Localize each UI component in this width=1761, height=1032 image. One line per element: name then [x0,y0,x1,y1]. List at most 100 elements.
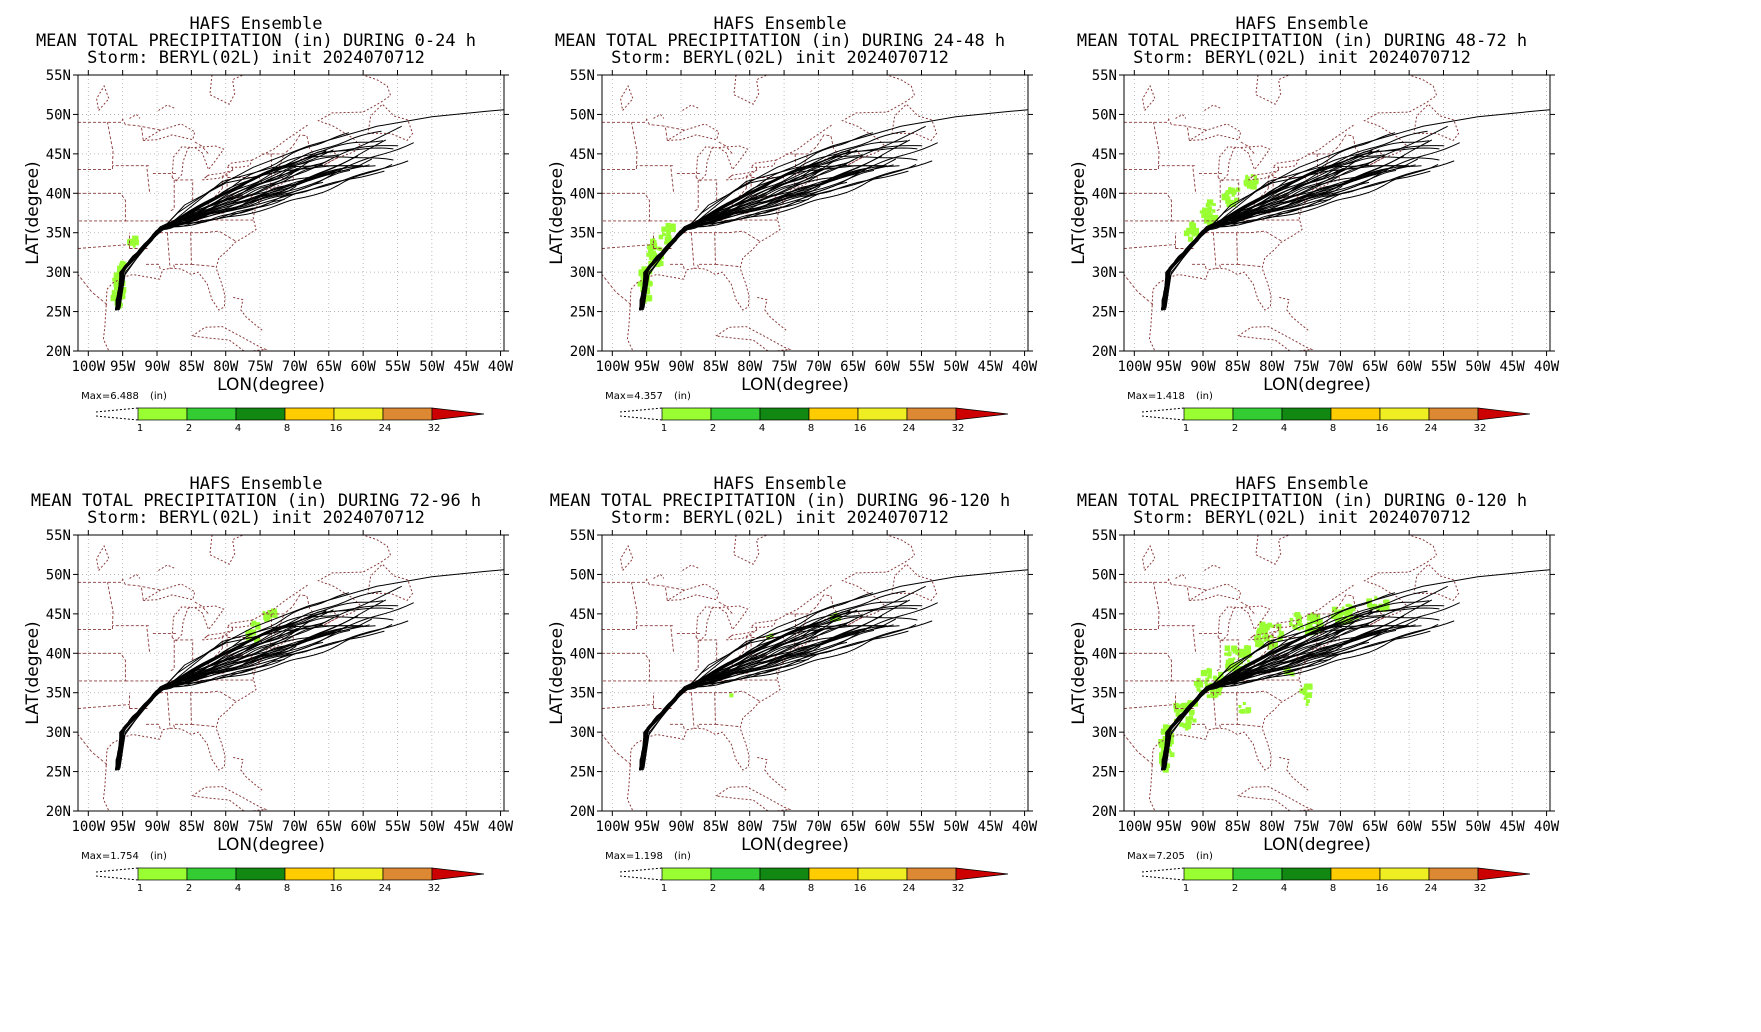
coastline [1240,145,1271,171]
border-line [261,594,316,616]
x-tick-label: 85W [703,359,729,375]
x-tick-label: 80W [737,819,763,835]
colorbar-level-label: 8 [808,423,814,434]
precip-cell [1305,703,1309,706]
coastline [194,145,225,171]
border-line [602,118,685,131]
coastline [105,535,392,771]
precip-cell [113,280,120,287]
ensemble-track [1161,158,1419,310]
x-tick-label: 100W [71,819,105,835]
coastline [757,296,788,332]
precip-cell [1222,195,1228,201]
coastline [1255,75,1290,105]
precip-cell [1158,752,1166,759]
precip-cell [1249,181,1254,187]
precip-cell [1232,657,1236,660]
precip-cell [1206,199,1214,206]
precip-cell [1225,196,1231,202]
x-tick-label: 75W [771,359,797,375]
precip-cell [1161,730,1165,734]
precip-cell [1227,199,1233,205]
precip-cell [658,234,664,240]
panel-title: HAFS Ensemble [1235,474,1368,494]
precip-cell [1234,189,1237,193]
colorbar-level-label: 24 [1425,423,1438,434]
colorbar-segment [857,867,908,881]
ensemble-track [1164,156,1440,310]
colorbar: Max=6.488 (in)1 2 4 8 16 24 32 [81,391,485,434]
precip-cell [1335,617,1341,623]
x-tick-label: 55W [1431,359,1457,375]
precip-cell [1308,622,1312,627]
x-axis-label: LON(degree) [217,835,325,855]
precip-cell [1202,207,1209,214]
colorbar-level-label: 1 [661,423,667,434]
y-tick-label: 20N [570,344,595,360]
precip-cell [729,693,734,698]
precip-cell [1207,221,1213,226]
border-line [78,652,126,682]
precip-cell [1232,647,1236,651]
border-line [718,601,733,615]
map-area [78,535,504,811]
x-tick-label: 75W [771,819,797,835]
precip-cell [122,291,126,295]
coastline [96,84,110,111]
precip-cell [1270,634,1274,639]
colorbar-segment [906,867,957,881]
precip-cell [1207,674,1212,679]
y-tick-label: 30N [1092,725,1117,741]
precip-cell [1344,609,1351,616]
y-tick-label: 40N [570,186,595,202]
border-line [204,174,209,178]
x-tick-label: 95W [110,359,136,375]
precip-cell [1192,718,1197,723]
x-tick-label: 45W [978,359,1004,375]
x-tick-label: 75W [1293,359,1319,375]
colorbar-segment [382,867,433,881]
panel-storm: Storm: BERYL(02L) init 2024070712 [1133,48,1471,68]
border-line [800,153,809,173]
map-area [602,75,1028,351]
precip-cell [1204,680,1208,684]
colorbar-under-triangle [1141,867,1185,881]
y-tick-label: 20N [1092,804,1117,820]
border-line [78,704,130,709]
x-tick-label: 100W [1117,819,1151,835]
precip-cell [1246,659,1250,663]
border-line [140,585,144,601]
ensemble-track [642,569,1028,768]
y-tick-label: 50N [570,107,595,123]
precip-cell [1278,631,1285,637]
x-tick-label: 65W [316,819,342,835]
precip-cell [111,291,118,298]
x-tick-label: 70W [282,819,308,835]
precip-cell [1200,669,1208,677]
precip-cell [1261,636,1265,640]
x-tick-label: 85W [1225,819,1251,835]
panel-subtitle: MEAN TOTAL PRECIPITATION (in) DURING 48-… [1077,31,1527,51]
coastline [1272,619,1299,628]
border-line [191,263,216,268]
colorbar-over-triangle [431,867,485,881]
coastline [757,756,788,792]
colorbar-segment [186,867,237,881]
y-axis-label: LAT(degree) [1069,161,1089,264]
plot-frame [601,534,1029,812]
colorbar: Max=4.357 (in)1 2 4 8 16 24 32 [605,391,1009,434]
ensemble-track [118,109,504,308]
coastline [171,146,193,182]
precip-cell [1294,611,1301,618]
border-line [174,639,194,661]
precip-cell [1345,618,1350,624]
colorbar-level-label: 4 [235,423,241,434]
y-tick-label: 55N [46,68,71,84]
colorbar-level-label: 24 [903,423,916,434]
precip-cell [637,281,643,287]
y-tick-label: 30N [46,265,71,281]
border-line [718,141,733,155]
precip-cell [1234,197,1240,203]
colorbar-segment [759,867,810,881]
